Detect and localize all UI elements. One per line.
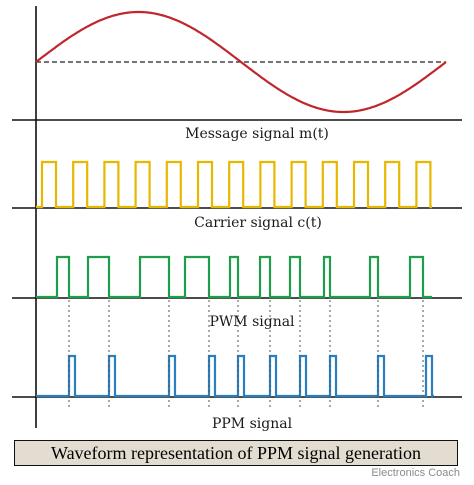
ppm-signal-wave — [36, 354, 434, 398]
message-signal-wave — [35, 10, 447, 114]
sync-lines — [68, 300, 424, 410]
figure-caption: Waveform representation of PPM signal ge… — [14, 440, 458, 466]
carrier-pulse-train — [36, 160, 432, 209]
pwm-signal-label: PWM signal — [209, 314, 295, 330]
ppm-pulse-train — [36, 354, 434, 398]
message-signal-label: Message signal m(t) — [185, 126, 329, 142]
carrier-signal-label: Carrier signal c(t) — [194, 215, 322, 231]
credit-watermark: Electronics Coach — [371, 467, 460, 479]
carrier-signal-wave — [36, 160, 432, 209]
pwm-signal-wave — [36, 255, 432, 299]
ppm-signal-label: PPM signal — [212, 416, 293, 432]
pwm-pulse-train — [36, 255, 432, 299]
